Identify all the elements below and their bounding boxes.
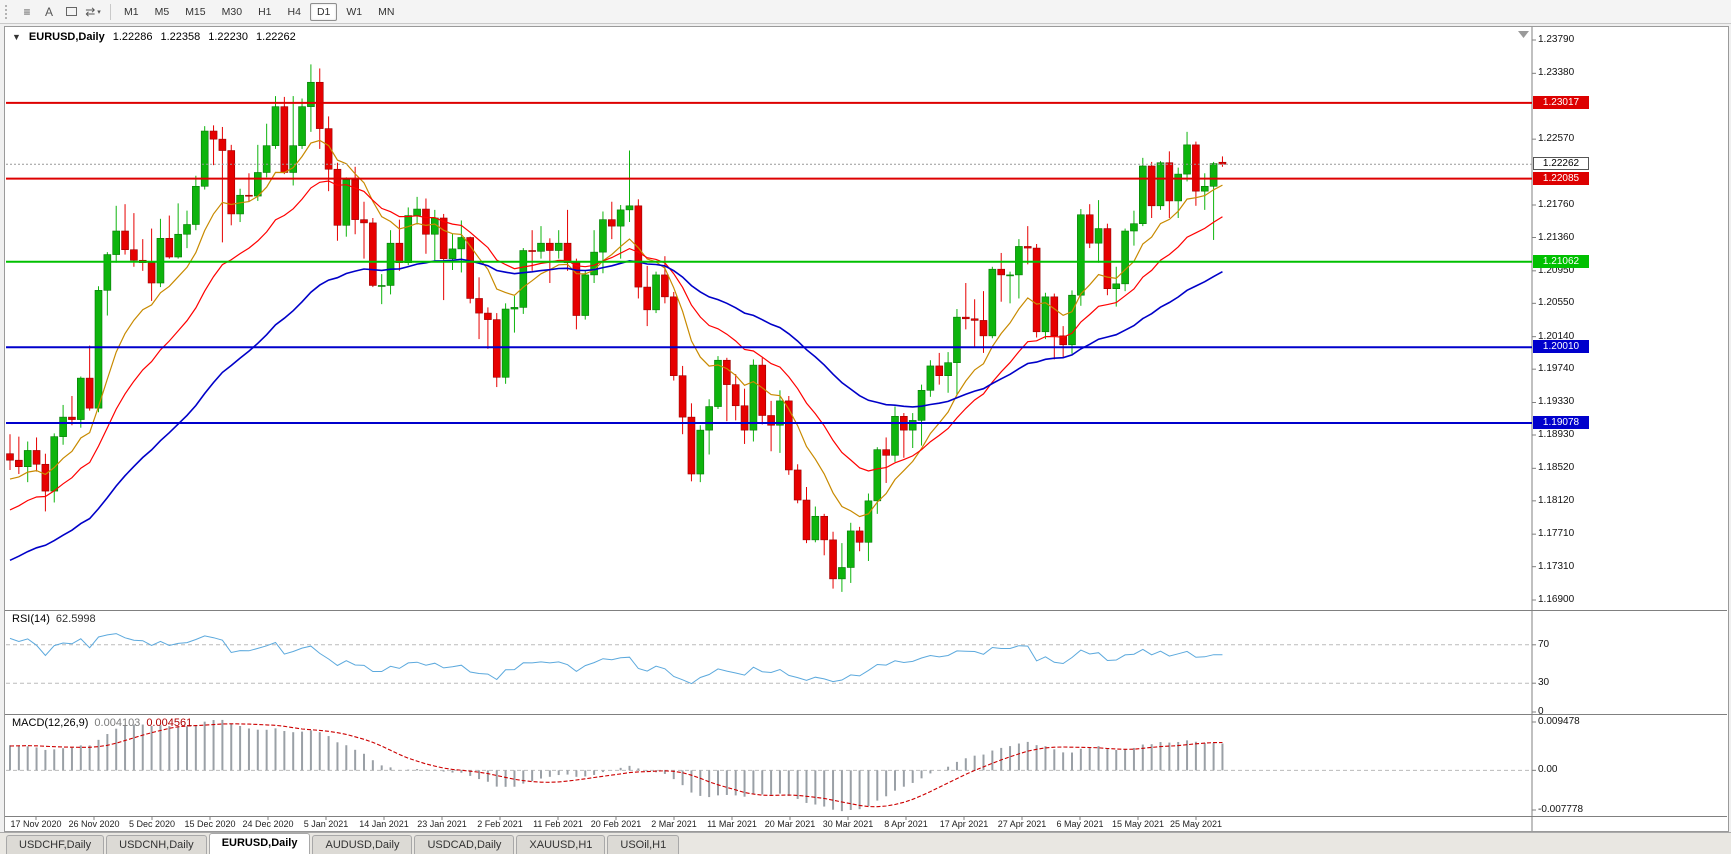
price-axis-tick: 1.20550 — [1538, 297, 1575, 308]
date-axis-label: 23 Jan 2021 — [417, 819, 467, 829]
text-label-icon: A — [44, 4, 53, 19]
chart-tab-xauusd-h1[interactable]: XAUUSD,H1 — [516, 835, 606, 854]
date-axis-label: 8 Apr 2021 — [884, 819, 928, 829]
price-axis-tick: 1.18930 — [1538, 429, 1575, 440]
timeframe-button-h1[interactable]: H1 — [258, 5, 272, 18]
chart-tab-bar: USDCHF,Daily USDCNH,Daily EURUSD,Daily AUDU… — [0, 832, 1731, 854]
price-axis-tick: 1.16900 — [1538, 594, 1575, 605]
level-price-label: 1.23017 — [1533, 96, 1589, 109]
timeframe-button-h4[interactable]: H4 — [287, 5, 301, 18]
chevron-down-icon: ▾ — [97, 8, 101, 16]
price-axis-tick: 1.19330 — [1538, 396, 1575, 407]
rsi-axis-label: 0 — [1538, 706, 1544, 717]
date-axis-label: 30 Mar 2021 — [822, 819, 874, 829]
timeframe-button-d1[interactable]: D1 — [309, 2, 338, 21]
swap-arrows-icon: ⇄ — [85, 4, 96, 19]
date-axis-label: 15 May 2021 — [1111, 819, 1165, 829]
price-axis-tick: 1.23790 — [1538, 34, 1575, 45]
chart-tab-usdcad-daily[interactable]: USDCAD,Daily — [414, 835, 515, 854]
date-axis-label: 27 Apr 2021 — [997, 819, 1047, 829]
price-axis-tick: 1.20950 — [1538, 265, 1575, 276]
chart-tab-usdchf-daily[interactable]: USDCHF,Daily — [6, 835, 105, 854]
price-axis-tick: 1.20140 — [1538, 331, 1575, 342]
timeframe-button-m5[interactable]: M5 — [154, 5, 170, 18]
level-price-label: 1.22085 — [1533, 172, 1589, 185]
macd-main-value: 0.004103 — [94, 717, 141, 729]
chart-tab-audusd-daily[interactable]: AUDUSD,Daily — [312, 835, 413, 854]
date-axis-label: 5 Jan 2021 — [303, 819, 349, 829]
ohlc-close: 1.22262 — [256, 31, 296, 43]
chart-objects-button[interactable]: ≡ — [16, 2, 38, 22]
ohlc-low: 1.22230 — [208, 31, 249, 43]
date-axis-label: 6 May 2021 — [1056, 819, 1104, 829]
date-axis-label: 15 Dec 2020 — [184, 819, 236, 829]
date-axis-label: 26 Nov 2020 — [68, 819, 120, 829]
price-axis-tick: 1.17710 — [1538, 528, 1575, 539]
price-axis-tick: 1.18520 — [1538, 462, 1575, 473]
price-axis-tick: 1.21760 — [1538, 199, 1575, 210]
date-axis-label: 5 Dec 2020 — [128, 819, 176, 829]
level-price-label: 1.19078 — [1533, 416, 1589, 429]
cycle-symbols-button[interactable]: ⇄ ▾ — [82, 2, 104, 22]
price-axis-tick: 1.23380 — [1538, 67, 1575, 78]
macd-axis-label: 0.009478 — [1538, 716, 1580, 727]
panel-divider-macd[interactable] — [5, 714, 1727, 715]
toolbar-separator — [110, 3, 111, 20]
frame-icon — [65, 7, 77, 16]
macd-label: MACD(12,26,9) 0.004103 0.004561 — [12, 717, 192, 729]
timeframe-button-m30[interactable]: M30 — [221, 5, 243, 18]
macd-name: MACD(12,26,9) — [12, 717, 89, 729]
chart-tab-usoil-h1[interactable]: USOil,H1 — [607, 835, 680, 854]
timeframe-button-w1[interactable]: W1 — [346, 5, 363, 18]
rsi-name: RSI(14) — [12, 613, 50, 625]
chart-tab-eurusd-daily[interactable]: EURUSD,Daily — [208, 833, 311, 854]
timeframe-button-m15[interactable]: M15 — [185, 5, 206, 18]
toolbar-grip[interactable] — [5, 4, 10, 19]
macd-axis-label: 0.00 — [1538, 764, 1558, 775]
price-axis-tick: 1.22570 — [1538, 133, 1575, 144]
toolbar: ≡ A ⇄ ▾ M1 M5 M15 M30 H1 H4 D1 W1 MN — [0, 0, 1731, 24]
date-axis-label: 14 Jan 2021 — [359, 819, 409, 829]
price-axis-tick: 1.17310 — [1538, 561, 1575, 572]
chart-tab-usdcnh-daily[interactable]: USDCNH,Daily — [106, 835, 207, 854]
macd-axis-label: -0.007778 — [1538, 804, 1584, 815]
panel-divider-rsi[interactable] — [5, 610, 1727, 611]
rsi-label: RSI(14) 62.5998 — [12, 613, 96, 625]
list-icon: ≡ — [23, 4, 31, 19]
bid-price-label: 1.22262 — [1533, 157, 1589, 170]
timeframe-button-m1[interactable]: M1 — [124, 5, 139, 18]
rsi-axis-label: 70 — [1538, 639, 1550, 650]
level-price-label: 1.21062 — [1533, 255, 1589, 268]
date-axis-label: 2 Feb 2021 — [477, 819, 523, 829]
date-axis-label: 20 Feb 2021 — [590, 819, 642, 829]
price-axis-tick: 1.18120 — [1538, 495, 1575, 506]
date-axis-label: 25 May 2021 — [1169, 819, 1223, 829]
level-price-label: 1.20010 — [1533, 340, 1589, 353]
date-axis-label: 11 Feb 2021 — [533, 819, 583, 829]
rsi-axis-label: 30 — [1538, 677, 1550, 688]
symbol-period-label: EURUSD,Daily — [28, 31, 105, 43]
timeframe-button-group: M1 M5 M15 M30 H1 H4 D1 W1 MN — [117, 2, 401, 21]
date-axis-label: 24 Dec 2020 — [242, 819, 294, 829]
date-axis-label: 20 Mar 2021 — [764, 819, 816, 829]
text-label-button[interactable]: A — [38, 2, 60, 22]
ohlc-open: 1.22286 — [112, 31, 153, 43]
time-axis-border — [5, 816, 1727, 817]
chart-title: ▼ EURUSD,Daily 1.22286 1.22358 1.22230 1… — [12, 31, 296, 43]
date-axis-label: 2 Mar 2021 — [651, 819, 697, 829]
rsi-value: 62.5998 — [55, 613, 96, 625]
date-axis-label: 11 Mar 2021 — [707, 819, 757, 829]
template-button[interactable] — [60, 2, 82, 22]
ohlc-high: 1.22358 — [160, 31, 201, 43]
chart-plot-area[interactable] — [4, 26, 1729, 832]
macd-signal-value: 0.004561 — [146, 717, 193, 729]
timeframe-button-mn[interactable]: MN — [378, 5, 395, 18]
one-click-trading-toggle-icon[interactable]: ▼ — [12, 32, 21, 42]
price-axis-tick: 1.19740 — [1538, 363, 1575, 374]
date-axis-label: 17 Nov 2020 — [10, 819, 62, 829]
date-axis-label: 17 Apr 2021 — [939, 819, 989, 829]
price-axis-tick: 1.21360 — [1538, 232, 1575, 243]
